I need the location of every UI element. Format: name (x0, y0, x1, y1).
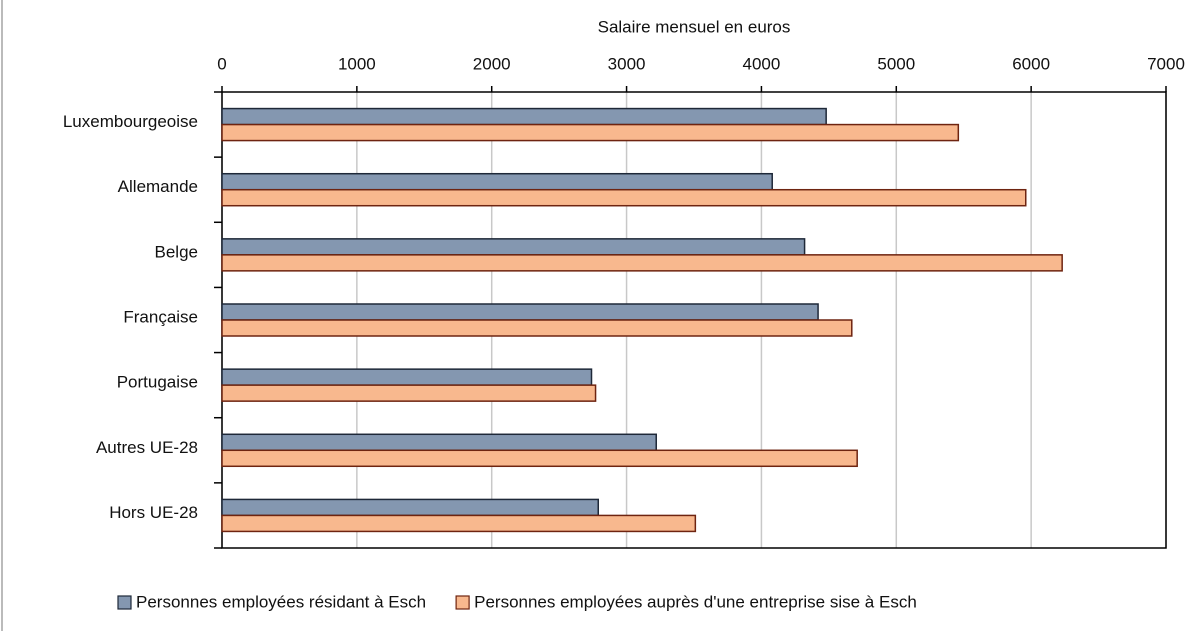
y-tick-label: Allemande (118, 177, 198, 196)
legend-swatch (117, 595, 132, 610)
legend-label: Personnes employées résidant à Esch (136, 592, 426, 611)
bar (221, 254, 1063, 272)
y-tick-label: Belge (155, 242, 198, 261)
bar (221, 303, 819, 321)
legend-label: Personnes employées auprès d'une entrepr… (474, 592, 917, 611)
y-tick-label: Hors UE-28 (109, 503, 198, 522)
x-tick-label: 5000 (877, 54, 915, 73)
x-tick-label: 4000 (743, 54, 781, 73)
bar (221, 172, 773, 191)
x-tick-label: 7000 (1147, 54, 1185, 73)
x-tick-label: 3000 (608, 54, 646, 73)
bar (221, 107, 827, 126)
y-tick-label: Portugaise (117, 373, 198, 392)
bar (221, 319, 853, 337)
x-tick-label: 0 (217, 54, 226, 73)
bar (221, 368, 593, 386)
x-tick-label: 6000 (1012, 54, 1050, 73)
x-tick-label: 2000 (473, 54, 511, 73)
bar (221, 449, 858, 468)
axis-title: Salaire mensuel en euros (598, 17, 791, 36)
y-tick-label: Luxembourgeoise (63, 112, 198, 131)
bar (221, 384, 597, 402)
bar (221, 188, 1027, 207)
legend-swatch (455, 595, 470, 610)
bar (221, 238, 806, 256)
bar (221, 123, 960, 142)
bar (221, 498, 600, 517)
y-tick-label: Française (123, 307, 198, 326)
bar (221, 433, 657, 452)
y-tick-label: Autres UE-28 (96, 438, 198, 457)
x-tick-label: 1000 (338, 54, 376, 73)
bar (221, 514, 697, 533)
